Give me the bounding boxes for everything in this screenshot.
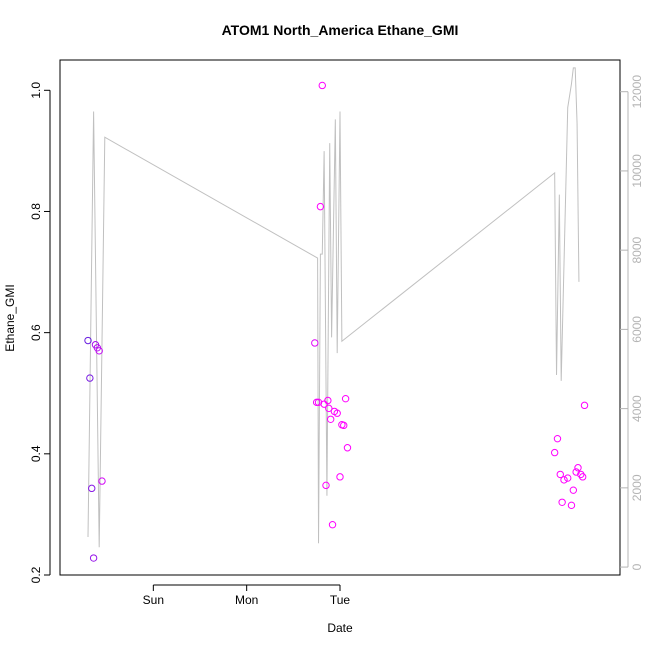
y2-tick-label: 6000 xyxy=(630,316,644,343)
data-point xyxy=(98,477,106,485)
data-point xyxy=(560,476,568,484)
data-point xyxy=(88,484,96,493)
x-tick-label: Sun xyxy=(143,593,164,607)
data-point xyxy=(324,396,332,405)
data-point xyxy=(326,415,335,423)
data-point xyxy=(556,470,564,479)
secondary-series-line xyxy=(87,67,580,548)
data-point xyxy=(569,486,578,494)
data-point xyxy=(341,394,350,403)
x-tick-label: Tue xyxy=(330,593,351,607)
y2-tick-label: 8000 xyxy=(630,236,644,263)
y2-tick-label: 12000 xyxy=(630,75,644,109)
data-point xyxy=(333,409,341,417)
data-point xyxy=(89,554,98,562)
data-point xyxy=(574,464,582,472)
secondary-series-layer xyxy=(87,67,580,548)
left-axis: 0.2 0.4 0.6 0.8 1.0 xyxy=(29,82,51,583)
data-point xyxy=(340,421,348,430)
data-point xyxy=(86,374,94,382)
y2-tick-label: 0 xyxy=(630,563,644,570)
data-point xyxy=(553,434,562,443)
data-point xyxy=(322,481,330,490)
plot-frame xyxy=(59,59,621,576)
data-point xyxy=(577,470,585,479)
y-tick-label: 1.0 xyxy=(29,82,43,99)
data-point xyxy=(564,474,572,482)
data-point xyxy=(328,521,337,529)
data-point xyxy=(336,473,344,481)
chart-title: ATOM1 North_America Ethane_GMI xyxy=(222,22,459,38)
y2-tick-label: 10000 xyxy=(630,154,644,188)
bottom-axis: Sun Mon Tue xyxy=(143,584,351,607)
data-point xyxy=(578,473,587,481)
data-point xyxy=(567,501,576,510)
x-tick-label: Mon xyxy=(235,593,258,607)
data-point xyxy=(558,498,566,506)
data-point xyxy=(312,398,321,407)
data-point xyxy=(95,347,103,355)
data-point xyxy=(316,202,325,211)
x-axis-label: Date xyxy=(327,621,353,635)
right-axis: 0 2000 4000 6000 8000 10000 12000 xyxy=(620,75,644,570)
y-tick-label: 0.6 xyxy=(29,324,43,341)
y-tick-label: 0.8 xyxy=(29,203,43,220)
data-point xyxy=(343,444,352,452)
data-point xyxy=(84,336,92,345)
data-point xyxy=(580,401,589,410)
y2-tick-label: 4000 xyxy=(630,395,644,422)
data-point xyxy=(550,448,559,457)
data-point xyxy=(318,81,326,90)
points-layer xyxy=(84,81,589,562)
y2-tick-label: 2000 xyxy=(630,474,644,501)
y-axis-label: Ethane_GMI xyxy=(3,284,17,351)
y-tick-label: 0.2 xyxy=(29,566,43,583)
data-point xyxy=(325,404,333,413)
data-point xyxy=(311,339,319,347)
y-tick-label: 0.4 xyxy=(29,445,43,462)
